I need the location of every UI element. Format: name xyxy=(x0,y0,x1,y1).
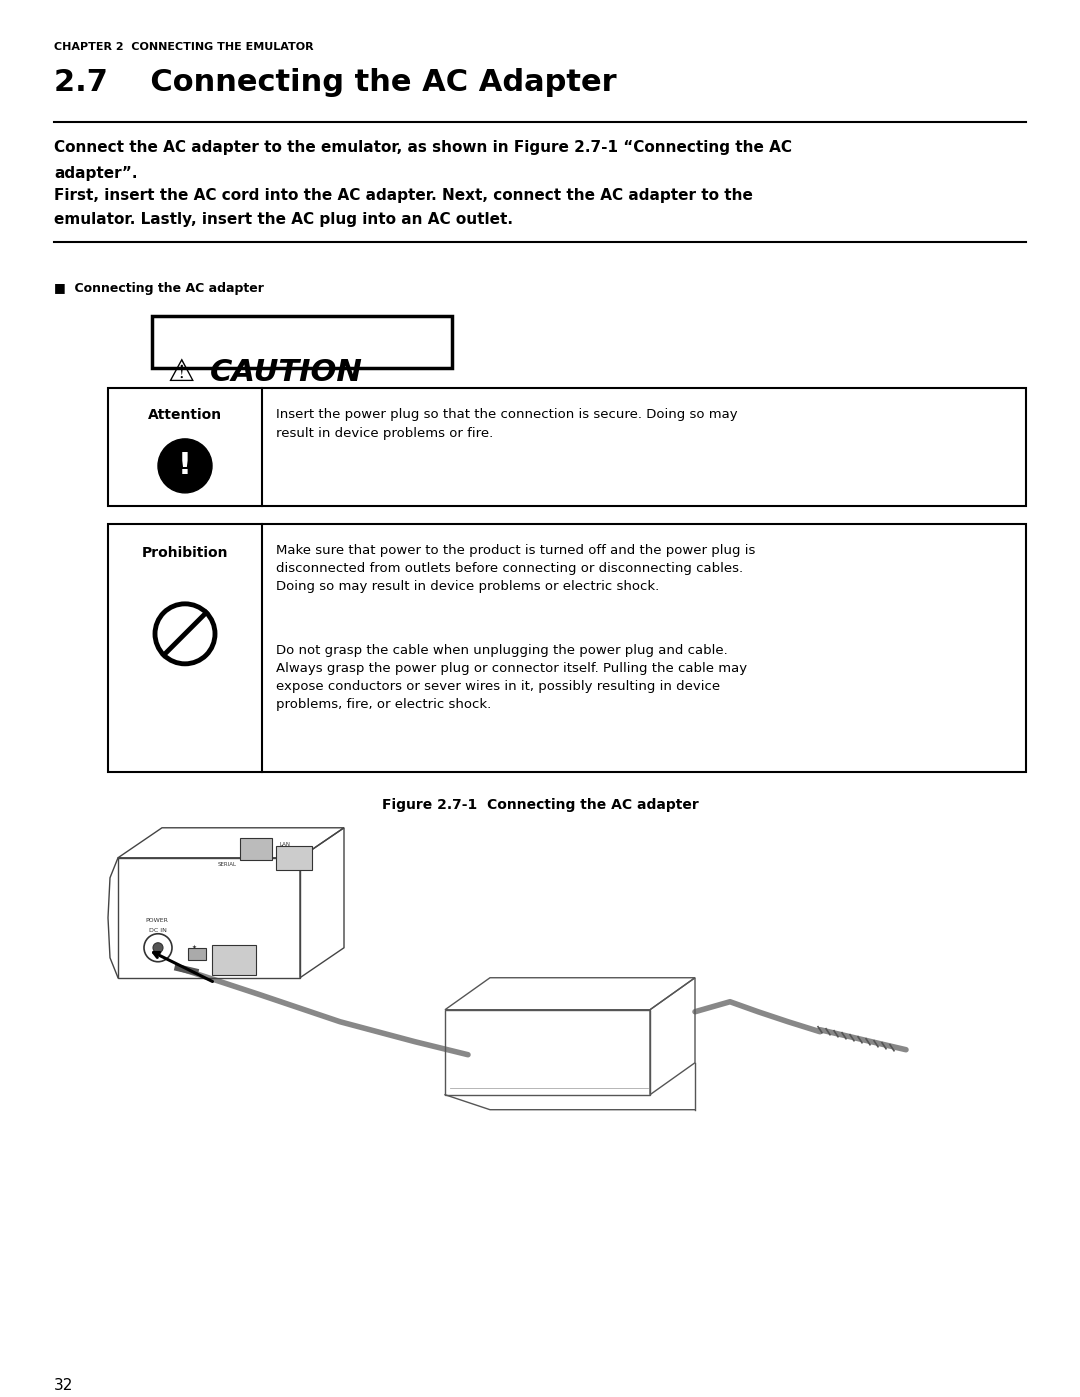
Text: ⚠: ⚠ xyxy=(168,358,195,387)
FancyBboxPatch shape xyxy=(276,845,312,870)
Text: Do not grasp the cable when unplugging the power plug and cable.
Always grasp th: Do not grasp the cable when unplugging t… xyxy=(276,644,747,711)
Text: Insert the power plug so that the connection is secure. Doing so may
result in d: Insert the power plug so that the connec… xyxy=(276,408,738,440)
Text: Prohibition: Prohibition xyxy=(141,546,228,560)
Text: SERIAL: SERIAL xyxy=(218,862,237,866)
Text: 32: 32 xyxy=(54,1377,73,1393)
FancyBboxPatch shape xyxy=(240,838,272,859)
Text: CAUTION: CAUTION xyxy=(210,358,363,387)
FancyBboxPatch shape xyxy=(212,944,256,975)
Text: Figure 2.7-1  Connecting the AC adapter: Figure 2.7-1 Connecting the AC adapter xyxy=(381,798,699,812)
Text: POWER: POWER xyxy=(145,918,167,923)
Text: ★: ★ xyxy=(192,944,197,950)
FancyBboxPatch shape xyxy=(108,524,1026,771)
Text: emulator. Lastly, insert the AC plug into an AC outlet.: emulator. Lastly, insert the AC plug int… xyxy=(54,212,513,226)
FancyBboxPatch shape xyxy=(108,388,1026,506)
FancyBboxPatch shape xyxy=(152,316,453,367)
Circle shape xyxy=(153,943,163,953)
Text: ■  Connecting the AC adapter: ■ Connecting the AC adapter xyxy=(54,282,264,295)
FancyBboxPatch shape xyxy=(188,947,206,960)
Text: Make sure that power to the product is turned off and the power plug is
disconne: Make sure that power to the product is t… xyxy=(276,543,755,592)
Text: Attention: Attention xyxy=(148,408,222,422)
Text: 2.7    Connecting the AC Adapter: 2.7 Connecting the AC Adapter xyxy=(54,68,617,96)
Text: Connect the AC adapter to the emulator, as shown in Figure 2.7-1 “Connecting the: Connect the AC adapter to the emulator, … xyxy=(54,140,792,155)
Text: !: ! xyxy=(178,451,192,481)
Circle shape xyxy=(158,439,212,493)
Text: CHAPTER 2  CONNECTING THE EMULATOR: CHAPTER 2 CONNECTING THE EMULATOR xyxy=(54,42,313,52)
Text: DC IN: DC IN xyxy=(149,928,167,933)
Text: LAN: LAN xyxy=(280,842,291,847)
Text: First, insert the AC cord into the AC adapter. Next, connect the AC adapter to t: First, insert the AC cord into the AC ad… xyxy=(54,189,753,203)
Text: adapter”.: adapter”. xyxy=(54,166,137,182)
